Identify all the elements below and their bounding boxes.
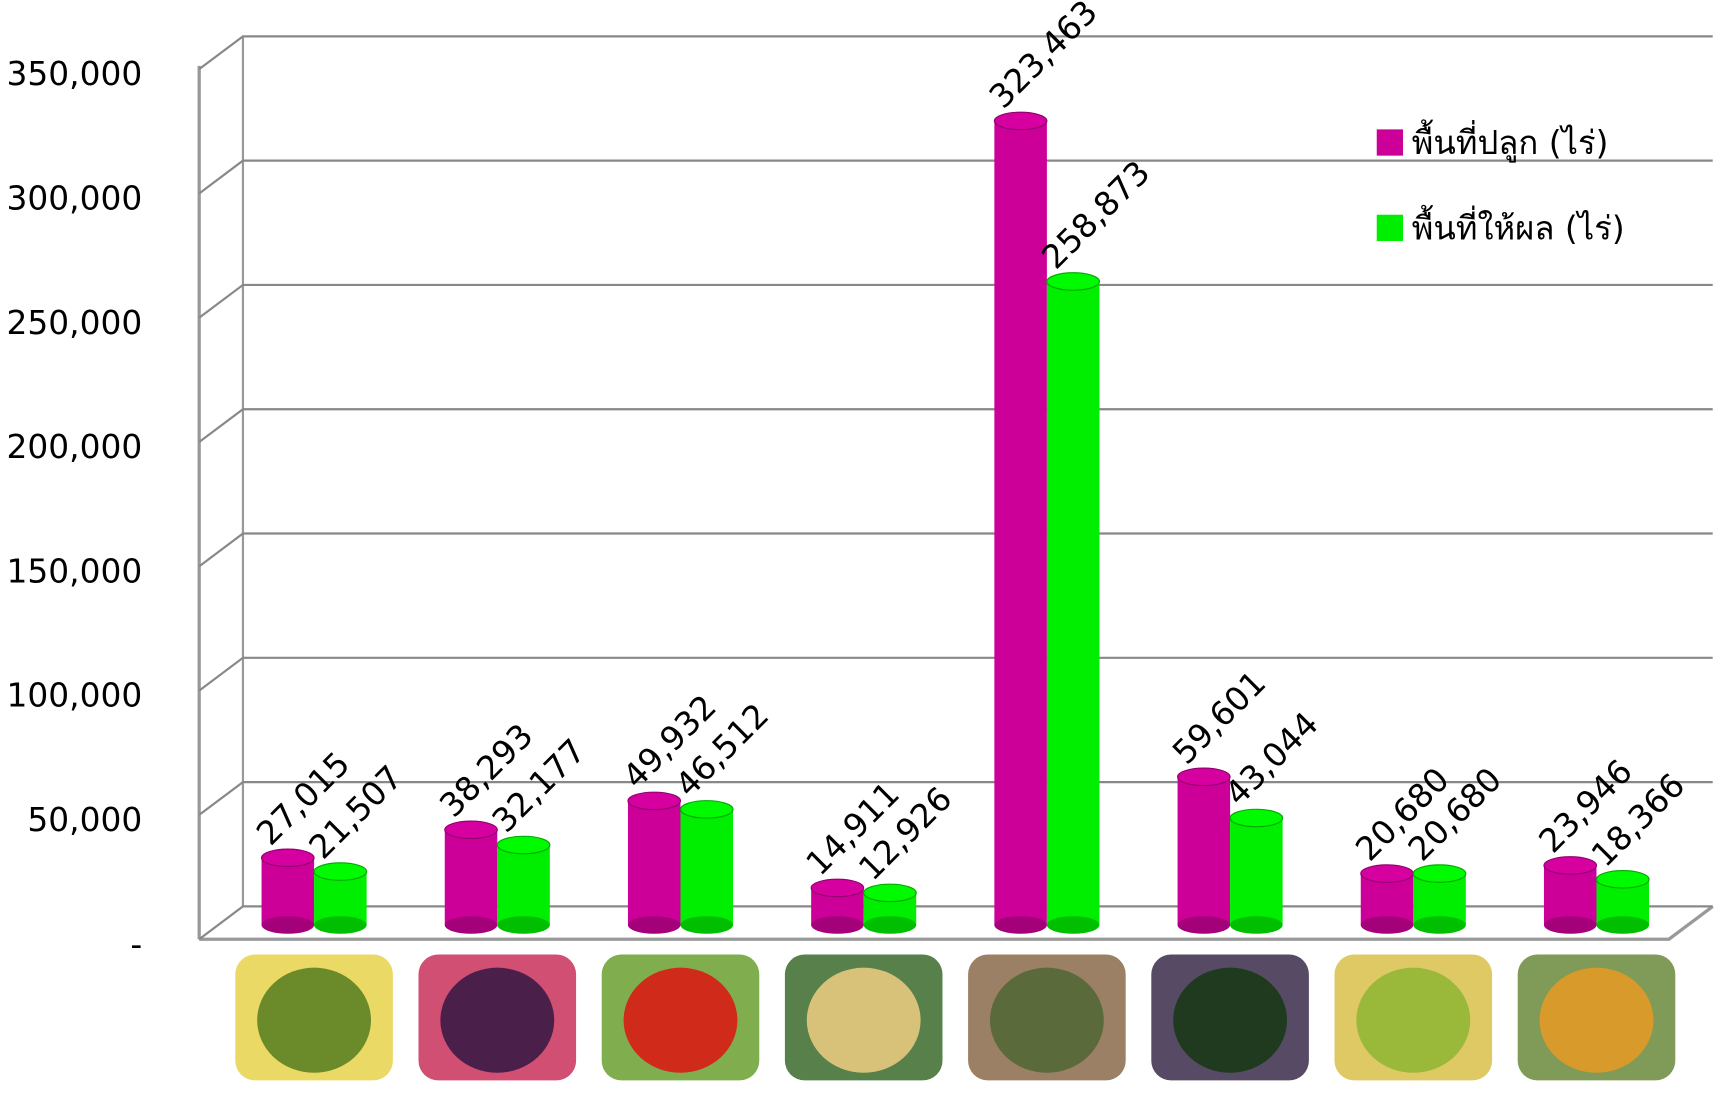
bar-bottom — [1596, 916, 1650, 934]
bar-top — [1595, 870, 1650, 889]
bar-bottom — [1177, 916, 1231, 934]
bar — [679, 800, 734, 934]
grid-line — [198, 905, 1713, 941]
category-image-detail — [1539, 967, 1654, 1073]
grid-line — [198, 35, 1713, 71]
bar-bottom — [444, 916, 498, 934]
bar — [1360, 864, 1414, 934]
grid-line — [198, 408, 1713, 443]
bar-bottom — [1360, 916, 1414, 934]
bar-bottom — [1230, 916, 1283, 934]
bar-body — [261, 857, 315, 925]
bar-top — [993, 111, 1048, 131]
bar — [1412, 864, 1467, 934]
bar-body — [497, 845, 550, 925]
bar — [444, 820, 498, 934]
grid-line — [198, 656, 1713, 692]
bar-bottom — [627, 916, 681, 934]
bar-bottom — [1413, 916, 1466, 934]
bar-bottom — [994, 916, 1047, 934]
bar-body — [994, 120, 1047, 925]
bar-top — [261, 848, 315, 868]
bar-top — [1543, 856, 1598, 875]
bar-body — [1046, 281, 1100, 925]
floor-edge — [199, 905, 1714, 941]
bar-body — [1230, 817, 1283, 925]
y-tick-label: 250,000 — [7, 304, 143, 342]
y-tick-label: - — [130, 925, 142, 963]
bar-top — [313, 862, 368, 881]
bar — [496, 835, 551, 934]
bar-body — [1543, 865, 1597, 925]
bar-bottom — [314, 916, 367, 934]
value-label: 258,873 — [1035, 153, 1158, 276]
bar-bottom — [811, 916, 864, 934]
bar-body — [444, 829, 498, 925]
bar-bottom — [497, 916, 550, 934]
y-tick-label: 300,000 — [7, 180, 143, 218]
category-image-detail — [1356, 967, 1471, 1073]
bar-bottom — [261, 916, 315, 934]
bar-bottom — [680, 916, 734, 934]
bar-top — [496, 835, 551, 855]
bar — [1543, 856, 1598, 934]
grid-line — [198, 159, 1713, 195]
bar-top — [810, 878, 865, 898]
bar — [1595, 870, 1650, 934]
bar-bottom — [863, 916, 917, 934]
bar-body — [680, 809, 734, 925]
bar-body — [627, 800, 681, 925]
legend-swatch — [1376, 129, 1404, 156]
bar — [810, 878, 865, 934]
bar-top — [627, 791, 682, 811]
bar — [863, 883, 917, 934]
y-tick-label: 200,000 — [7, 428, 143, 466]
legend-label: พื้นที่ให้ผล (ไร่) — [1412, 205, 1625, 248]
bar-top — [1046, 272, 1100, 291]
grid-line — [198, 532, 1713, 568]
bar — [627, 791, 682, 934]
bar-body — [1177, 776, 1231, 925]
legend-label: พื้นที่ปลูก (ไร่) — [1412, 119, 1609, 163]
legend-swatch — [1376, 214, 1404, 242]
category-image-detail — [623, 967, 738, 1073]
bar-bottom — [1046, 916, 1100, 934]
y-tick-label: 50,000 — [27, 801, 142, 839]
bar-top — [1412, 864, 1467, 883]
category-image-detail — [440, 967, 555, 1073]
y-tick-label: 350,000 — [7, 55, 143, 93]
y-tick-label: 100,000 — [7, 677, 143, 715]
category-image-detail — [806, 967, 921, 1073]
category-image-detail — [1173, 967, 1287, 1073]
bar — [993, 111, 1048, 934]
category-image-detail — [257, 967, 371, 1073]
bar — [1229, 808, 1284, 934]
bar-top — [1229, 808, 1284, 828]
bar — [1177, 767, 1231, 934]
bar — [261, 848, 315, 934]
bar — [313, 862, 368, 934]
category-image-detail — [989, 967, 1104, 1073]
y-tick-label: 150,000 — [7, 552, 143, 590]
grid-line — [198, 283, 1713, 319]
bar-top — [1177, 767, 1231, 787]
bar-bottom — [1543, 916, 1597, 934]
bar-top — [679, 800, 734, 819]
bar-top — [444, 820, 498, 840]
bar-top — [863, 883, 917, 903]
bar — [1046, 272, 1100, 934]
value-label: 323,463 — [982, 0, 1105, 116]
bar-top — [1360, 864, 1414, 883]
